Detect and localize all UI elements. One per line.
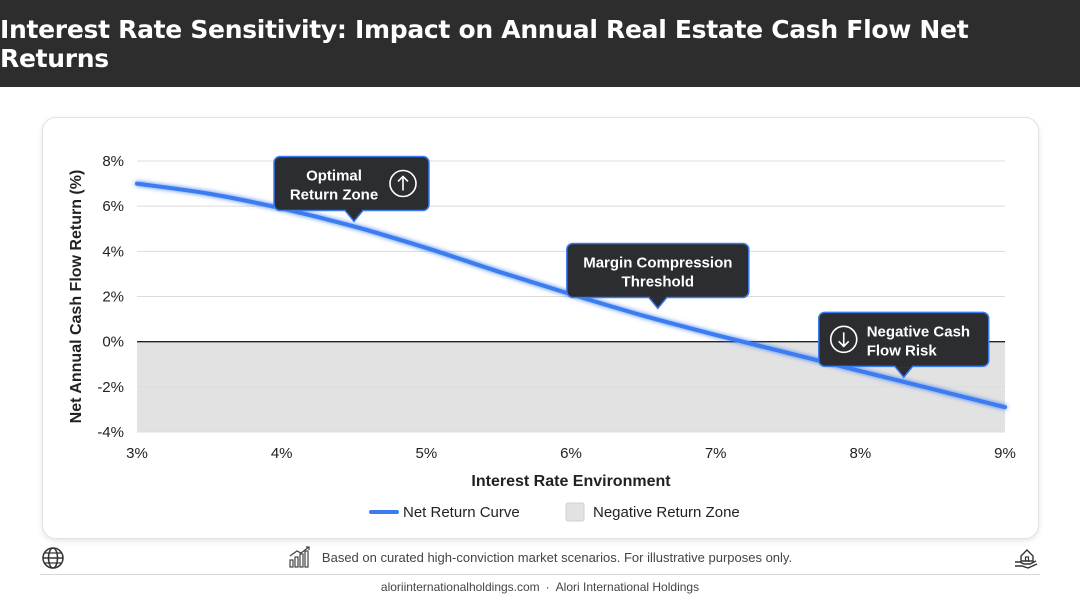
y-tick-label: -2% <box>97 379 124 396</box>
y-tick-label: 4% <box>102 243 124 260</box>
legend-swatch-box <box>565 502 585 522</box>
chart-card: 8% 6% 4% 2% 0% -2% -4% 3% 4% 5% 6% 7% 8% 9% Interest R… <box>42 117 1039 539</box>
globe-icon <box>42 547 64 569</box>
legend-label: Negative Return Zone <box>593 504 740 521</box>
y-tick-label: 0% <box>102 334 124 351</box>
callout-text: Negative Cash <box>867 323 970 340</box>
legend: Net Return Curve Negative Return Zone <box>369 502 740 522</box>
callout-text: Margin Compression <box>583 254 732 271</box>
arrow-up-circle-icon <box>389 169 417 198</box>
x-tick-label: 9% <box>994 445 1016 462</box>
callout-pointer <box>343 209 365 223</box>
arrow-down-circle-icon <box>829 325 858 354</box>
callout-text: Optimal <box>306 167 362 184</box>
y-tick-label: 6% <box>102 198 124 215</box>
house-in-hand-icon <box>1015 549 1038 569</box>
footnote-text: Based on curated high-conviction market … <box>321 549 793 565</box>
x-tick-label: 7% <box>705 445 727 462</box>
growth-chart-icon <box>289 546 310 568</box>
footer-separator: · <box>545 580 550 594</box>
x-axis-title: Interest Rate Environment <box>471 473 671 490</box>
legend-label: Net Return Curve <box>403 504 520 521</box>
y-tick-label: -4% <box>97 424 124 441</box>
line-chart: 8% 6% 4% 2% 0% -2% -4%3% 4% 5% 6% 7% 8% 9% Interest R… <box>68 153 1016 522</box>
x-tick-label: 6% <box>560 445 582 462</box>
callout-text: Flow Risk <box>867 342 938 359</box>
callout: Negative Cash Flow Risk <box>817 311 990 379</box>
x-tick-label: 5% <box>415 445 437 462</box>
y-tick-label: 2% <box>102 289 124 306</box>
y-axis-title: Net Annual Cash Flow Return (%) <box>68 170 85 424</box>
footnote: Based on curated high-conviction market … <box>0 545 1080 569</box>
header-bar: Interest Rate Sensitivity: Impact on Ann… <box>0 0 1080 87</box>
y-tick-label: 8% <box>102 153 124 170</box>
site-footer: aloriinternationalholdings.com · Alori Int… <box>0 580 1080 594</box>
callout-text: Threshold <box>622 273 695 290</box>
x-tick-label: 4% <box>271 445 293 462</box>
callout-pointer <box>647 296 669 310</box>
company-name: Alori International Holdings <box>555 580 700 594</box>
page-title: Interest Rate Sensitivity: Impact on Ann… <box>0 14 969 73</box>
callout-text: Return Zone <box>290 186 378 203</box>
callout: Margin Compression Threshold <box>566 242 750 310</box>
callout: Optimal Return Zone <box>273 155 430 223</box>
x-tick-label: 3% <box>126 445 148 462</box>
footer-divider <box>40 574 1040 575</box>
site-url[interactable]: aloriinternationalholdings.com <box>380 580 540 594</box>
x-tick-label: 8% <box>849 445 871 462</box>
